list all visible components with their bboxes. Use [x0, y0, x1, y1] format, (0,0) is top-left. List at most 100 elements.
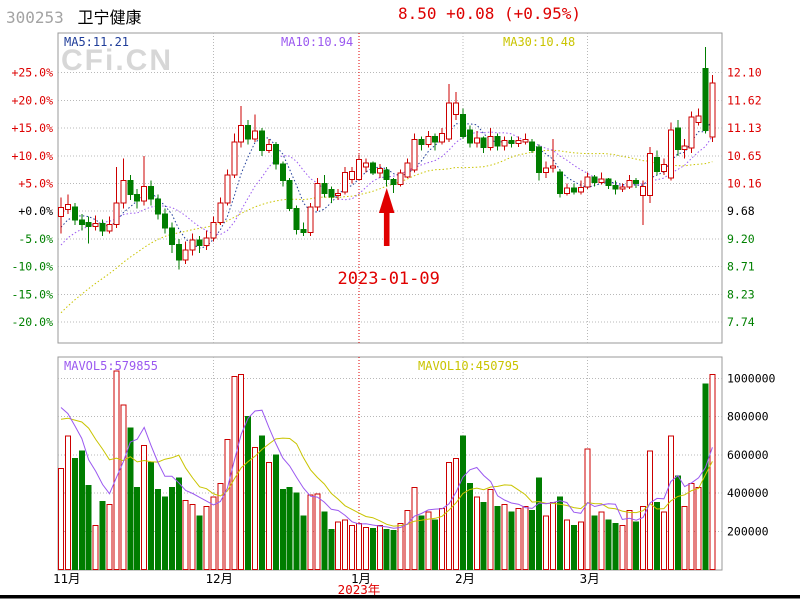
- volume-bar: [453, 458, 460, 570]
- candle: [612, 185, 619, 190]
- volume-bar: [189, 504, 196, 570]
- candle: [432, 135, 439, 143]
- volume-bar: [85, 484, 92, 570]
- candle: [640, 185, 647, 197]
- candle: [653, 156, 660, 172]
- volume-bar: [411, 486, 418, 570]
- volume-bar: [695, 486, 702, 570]
- candle: [556, 171, 563, 194]
- right-axis-label: 12.10: [727, 66, 762, 80]
- ma5-line: [60, 118, 713, 249]
- volume-bar: [556, 496, 563, 571]
- candle: [231, 141, 238, 176]
- candle: [85, 221, 92, 228]
- volume-bar: [148, 462, 155, 571]
- left-axis-label: +25.0%: [11, 66, 53, 80]
- volume-bar: [660, 511, 667, 571]
- candle: [446, 102, 453, 140]
- candle: [425, 135, 432, 146]
- left-axis-label: -20.0%: [11, 315, 53, 329]
- candle: [529, 141, 536, 151]
- right-axis-label: 9.68: [727, 204, 755, 218]
- volume-bar: [536, 477, 543, 571]
- candle: [411, 139, 418, 171]
- volume-bar: [196, 515, 203, 571]
- candle: [688, 116, 695, 149]
- candle: [148, 185, 155, 200]
- volume-bar: [480, 502, 487, 570]
- volume-bar: [418, 515, 425, 571]
- volume-bar: [342, 519, 349, 571]
- candle: [681, 145, 688, 151]
- volume-bar: [369, 527, 376, 570]
- candle: [598, 178, 605, 183]
- candle: [64, 204, 71, 211]
- month-label: 2月: [455, 571, 475, 586]
- candle: [189, 239, 196, 251]
- candle: [245, 124, 252, 140]
- axis-labels: +25.0% 12.10 +20.0% 11.62 +15.0% 11.13 +10.0% 1…: [11, 66, 775, 597]
- volume-bar: [584, 448, 591, 571]
- volume-bar: [252, 446, 259, 571]
- candle: [619, 186, 626, 190]
- month-label: 1月: [351, 571, 371, 586]
- candle: [161, 213, 168, 229]
- candle: [466, 129, 473, 144]
- candle: [536, 146, 543, 173]
- mavol5-legend: MAVOL5:579855: [64, 359, 158, 373]
- candle: [397, 172, 404, 186]
- volume-bar: [570, 525, 577, 571]
- candle: [515, 139, 522, 145]
- candle: [473, 137, 480, 144]
- candle: [647, 153, 654, 197]
- volume-bar: [272, 454, 279, 570]
- volume-bar: [300, 515, 307, 571]
- mavol10-legend: MAVOL10:450795: [418, 359, 520, 373]
- candle: [196, 239, 203, 247]
- candle: [127, 180, 134, 196]
- volume-bar: [58, 467, 64, 570]
- volume-bar: [702, 383, 709, 571]
- candle: [522, 139, 529, 143]
- volume-bar: [390, 529, 397, 570]
- volume-panel: [57, 356, 723, 571]
- right-axis-label: 10.65: [727, 149, 762, 163]
- candle: [155, 198, 162, 215]
- volume-bar: [522, 505, 529, 570]
- volume-bar: [591, 515, 598, 571]
- candle: [113, 202, 120, 225]
- candle: [660, 164, 667, 172]
- volume-bar: [473, 496, 480, 571]
- candle: [78, 219, 85, 225]
- volume-bar: [432, 519, 439, 571]
- volume-bar: [709, 374, 716, 570]
- candle: [563, 187, 570, 194]
- stock-code: 300253: [6, 8, 64, 27]
- volume-bar: [633, 521, 640, 570]
- volume-bar: [92, 525, 99, 571]
- candle: [355, 159, 362, 181]
- candle: [709, 82, 716, 138]
- volume-bar: [335, 521, 342, 570]
- candle: [342, 171, 349, 193]
- volume-bar: [293, 492, 300, 571]
- candle: [702, 67, 709, 131]
- candle: [550, 165, 557, 169]
- volume-bar: [141, 444, 148, 571]
- left-axis-label: -15.0%: [11, 287, 53, 301]
- candle: [175, 243, 182, 261]
- candle: [501, 139, 508, 147]
- volume-bar: [494, 505, 501, 570]
- candle: [508, 139, 515, 145]
- volume-bar: [307, 494, 314, 571]
- candle: [543, 167, 550, 173]
- volume-bar: [501, 504, 508, 570]
- volume-axis-label: 800000: [727, 410, 769, 424]
- candle: [120, 180, 127, 204]
- candle: [570, 187, 577, 193]
- volume-bar: [245, 416, 252, 571]
- left-axis-label: +20.0%: [11, 93, 53, 107]
- candle: [279, 163, 286, 182]
- volume-bar: [203, 505, 210, 570]
- volume-bar: [161, 496, 168, 571]
